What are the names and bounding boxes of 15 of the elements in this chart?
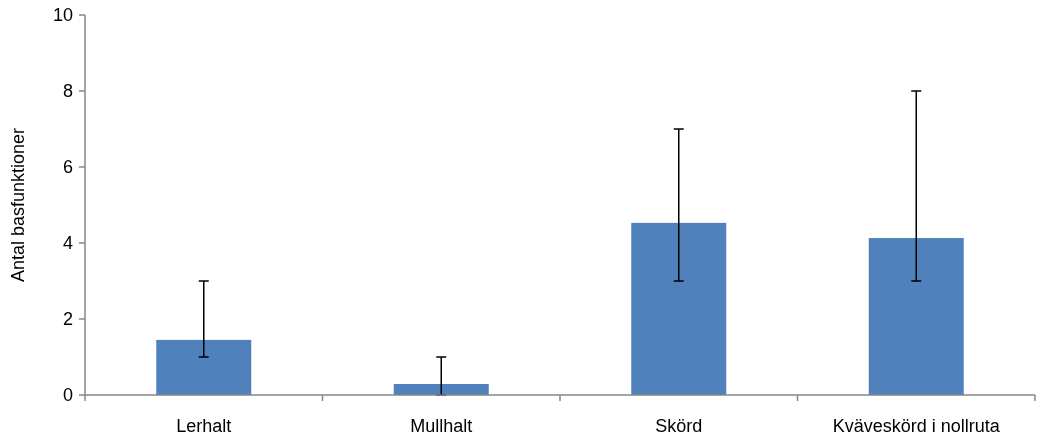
bar [393,383,489,395]
x-tick-label: Lerhalt [176,416,232,436]
y-axis-title: Antal basfunktioner [8,127,28,283]
bar [156,339,252,395]
bar [868,238,964,395]
y-tick-label: 0 [62,385,73,406]
y-tick-label: 2 [62,309,73,330]
y-tick-label: 4 [62,233,73,254]
x-tick-label: Skörd [655,416,703,436]
y-tick-label: 8 [62,81,73,102]
x-tick-label: Mullhalt [410,416,473,436]
y-tick-label: 6 [62,157,73,178]
x-tick-label: Kväveskörd i nollruta [832,416,1001,436]
bar [631,222,727,395]
y-tick-label: 10 [52,5,73,26]
